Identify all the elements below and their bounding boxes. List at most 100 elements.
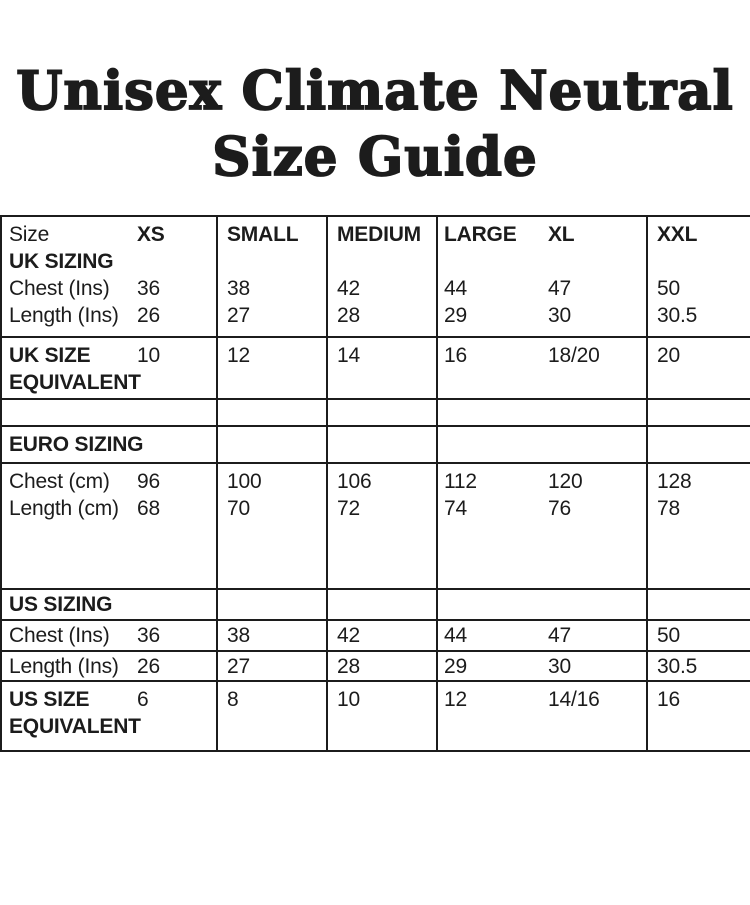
us-length-row: Length (Ins) 26 27 28 29 30 30.5 [2, 652, 750, 682]
col-header-medium: MEDIUM [337, 223, 421, 246]
uk-size-equivalent-row: UK SIZE 10 EQUIVALENT 12 14 16 18/20 20 [2, 338, 750, 400]
spacer-cell [218, 400, 328, 425]
euro-chest-value-large: 112 [444, 470, 477, 493]
spacer-cell [438, 400, 648, 425]
page-title-line1: Unisex Climate Neutral [15, 59, 734, 123]
us-heading-empty-cell [328, 590, 438, 619]
us-length-value-xl: 30 [548, 654, 571, 678]
us-length-label: Length (Ins) [9, 654, 119, 678]
euro-sizing-heading-row: EURO SIZING [2, 427, 750, 464]
us-chest-small-cell: 38 [218, 621, 328, 650]
us-heading-empty-cell [438, 590, 648, 619]
uk-equiv-value-xl: 18/20 [548, 344, 600, 367]
us-equiv-medium-cell: 10 [328, 682, 438, 750]
us-length-large-xl-cell: 29 30 [438, 652, 648, 680]
uk-equiv-xxl-cell: 20 [648, 338, 750, 398]
us-equiv-value-xs: 6 [137, 688, 149, 711]
uk-length-value-small: 27 [227, 304, 250, 327]
euro-data-block: Chest (cm) 96 Length (cm) 68 100 70 106 … [2, 464, 750, 590]
us-chest-value-xxl: 50 [657, 624, 680, 647]
uk-equivalent-label-cell: UK SIZE 10 EQUIVALENT [2, 338, 218, 398]
euro-chest-value-xxl: 128 [657, 470, 692, 493]
us-length-medium-cell: 28 [328, 652, 438, 680]
uk-chest-label: Chest (Ins) [9, 277, 110, 300]
euro-length-value-small: 70 [227, 497, 250, 520]
euro-length-value-xl: 76 [548, 497, 571, 520]
header-uk-large-xl-cell: LARGE XL 44 47 29 30 [438, 217, 648, 336]
uk-equiv-large-xl-cell: 16 18/20 [438, 338, 648, 398]
euro-length-value-large: 74 [444, 497, 467, 520]
spacer-row [2, 400, 750, 427]
size-guide-table: Size XS UK SIZING Chest (Ins) 36 Length … [0, 215, 750, 752]
col-header-large: LARGE [444, 223, 517, 246]
euro-chest-label: Chest (cm) [9, 470, 110, 493]
us-length-value-large: 29 [444, 654, 467, 678]
uk-equiv-medium-cell: 14 [328, 338, 438, 398]
uk-equivalent-label-line1: UK SIZE [9, 344, 91, 367]
euro-length-value-xxl: 78 [657, 497, 680, 520]
us-equiv-xxl-cell: 16 [648, 682, 750, 750]
uk-equiv-value-large: 16 [444, 344, 467, 367]
us-equivalent-label-cell: US SIZE 6 EQUIVALENT [2, 682, 218, 750]
us-equiv-value-xl: 14/16 [548, 688, 600, 711]
us-length-small-cell: 27 [218, 652, 328, 680]
us-length-xxl-cell: 30.5 [648, 652, 750, 680]
euro-chest-value-xs: 96 [137, 470, 160, 493]
euro-medium-cell: 106 72 [328, 464, 438, 588]
euro-chest-value-xl: 120 [548, 470, 583, 493]
us-chest-value-large: 44 [444, 624, 467, 647]
euro-xxl-cell: 128 78 [648, 464, 750, 588]
euro-length-label: Length (cm) [9, 497, 119, 520]
us-equivalent-label-line1: US SIZE [9, 688, 90, 711]
us-chest-medium-cell: 42 [328, 621, 438, 650]
uk-length-value-xl: 30 [548, 304, 571, 327]
euro-small-cell: 100 70 [218, 464, 328, 588]
uk-chest-value-medium: 42 [337, 277, 360, 300]
us-equiv-large-xl-cell: 12 14/16 [438, 682, 648, 750]
us-sizing-label: US SIZING [9, 593, 113, 616]
header-uk-label-cell: Size XS UK SIZING Chest (Ins) 36 Length … [2, 217, 218, 336]
us-equiv-value-xxl: 16 [657, 688, 680, 711]
uk-chest-value-small: 38 [227, 277, 250, 300]
spacer-cell [2, 400, 218, 425]
uk-length-label: Length (Ins) [9, 304, 119, 327]
col-header-xl: XL [548, 223, 575, 246]
us-chest-label: Chest (Ins) [9, 624, 110, 647]
uk-equiv-value-medium: 14 [337, 344, 360, 367]
euro-length-value-medium: 72 [337, 497, 360, 520]
euro-heading-empty-cell [438, 427, 648, 462]
us-sizing-heading-row: US SIZING [2, 590, 750, 621]
us-heading-empty-cell [218, 590, 328, 619]
col-header-xxl: XXL [657, 223, 698, 246]
spacer-cell [328, 400, 438, 425]
uk-chest-value-xl: 47 [548, 277, 571, 300]
uk-equiv-small-cell: 12 [218, 338, 328, 398]
uk-equiv-value-xxl: 20 [657, 344, 680, 367]
euro-heading-empty-cell [648, 427, 750, 462]
us-sizing-label-cell: US SIZING [2, 590, 218, 619]
euro-sizing-label-cell: EURO SIZING [2, 427, 218, 462]
uk-length-value-medium: 28 [337, 304, 360, 327]
euro-sizing-label: EURO SIZING [9, 433, 144, 456]
us-equiv-value-medium: 10 [337, 688, 360, 711]
us-chest-value-xs: 36 [137, 624, 160, 647]
us-equiv-small-cell: 8 [218, 682, 328, 750]
euro-labels-cell: Chest (cm) 96 Length (cm) 68 [2, 464, 218, 588]
page-title: Unisex Climate Neutral Size Guide [0, 58, 750, 190]
uk-length-value-xxl: 30.5 [657, 304, 698, 327]
us-chest-value-xl: 47 [548, 624, 571, 647]
col-header-xs: XS [137, 223, 165, 246]
us-chest-row: Chest (Ins) 36 38 42 44 47 50 [2, 621, 750, 652]
euro-heading-empty-cell [218, 427, 328, 462]
page-title-line2: Size Guide [211, 125, 538, 189]
us-chest-value-medium: 42 [337, 624, 360, 647]
us-equivalent-label-line2: EQUIVALENT [9, 715, 141, 738]
us-length-value-medium: 28 [337, 654, 360, 678]
us-equiv-value-small: 8 [227, 688, 239, 711]
us-length-value-xxl: 30.5 [657, 654, 698, 678]
uk-length-value-large: 29 [444, 304, 467, 327]
header-uk-medium-cell: MEDIUM 42 28 [328, 217, 438, 336]
us-size-equivalent-row: US SIZE 6 EQUIVALENT 8 10 12 14/16 16 [2, 682, 750, 752]
header-uk-sizing-block: Size XS UK SIZING Chest (Ins) 36 Length … [2, 217, 750, 338]
spacer-cell [648, 400, 750, 425]
